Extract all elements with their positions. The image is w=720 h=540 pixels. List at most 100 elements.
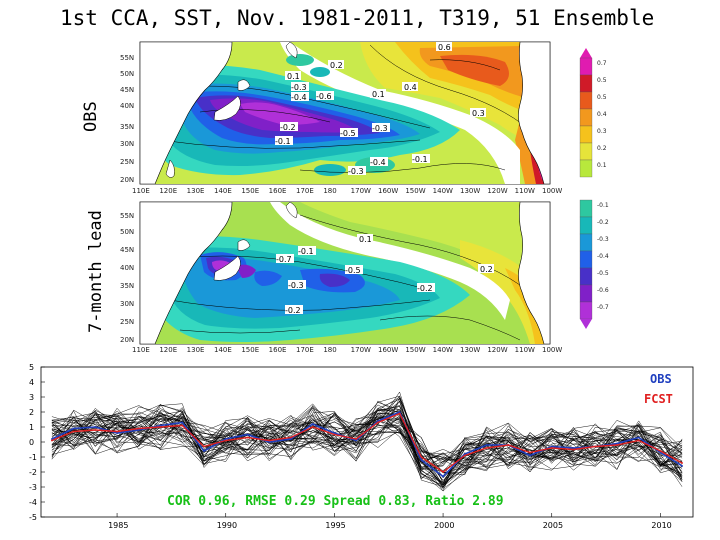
fcst-point <box>50 439 53 442</box>
lon-label: 120E <box>159 346 177 354</box>
obs-contour-label: -0.4 <box>291 93 307 102</box>
forecast-contour-label: -0.7 <box>276 255 292 264</box>
obs-contour-label: -0.2 <box>280 123 296 132</box>
fcst-point <box>224 439 227 442</box>
fcst-point <box>398 412 401 415</box>
forecast-colorbar: -0.1 -0.2 -0.3 -0.4 -0.5 -0.6 -0.7 <box>579 199 609 329</box>
fcst-point <box>507 444 510 446</box>
lat-label: 50N <box>120 228 134 236</box>
obs-contour-label: 0.4 <box>404 83 417 92</box>
y-tick-label: 1 <box>29 423 34 432</box>
obs-lon-labels: 110E 120E 130E 140E 150E 160E 170E 180 170W 160W 1… <box>132 187 562 195</box>
series-lines <box>50 410 684 478</box>
obs-point <box>50 438 53 440</box>
colorbar-arrow <box>580 319 592 329</box>
fcst-point <box>637 439 640 442</box>
fcst-point <box>659 450 662 452</box>
lon-label: 120W <box>487 187 507 195</box>
obs-point <box>94 426 97 428</box>
colorbar-swatch <box>579 91 593 110</box>
obs-contour-label: -0.3 <box>372 124 388 133</box>
lon-label: 100W <box>542 187 562 195</box>
fcst-point <box>159 426 162 428</box>
forecast-map: 0.1 -0.7 -0.1 -0.5 0.2 -0.3 -0.2 -0.2 55… <box>120 199 609 354</box>
obs-point <box>398 411 401 413</box>
fcst-series-line <box>51 412 683 473</box>
colorbar-label: 0.5 <box>597 77 607 84</box>
y-tick-label: -1 <box>29 453 37 462</box>
lon-label: 180 <box>323 346 336 354</box>
obs-point <box>333 432 336 434</box>
obs-contour-label: 0.1 <box>287 72 300 81</box>
forecast-contour-label: -0.2 <box>285 306 301 315</box>
obs-colorbar: 0.7 0.5 0.5 0.4 0.3 0.2 0.1 <box>579 48 607 178</box>
colorbar-swatch <box>579 74 593 93</box>
y-tick-label: 5 <box>29 363 34 372</box>
fcst-point <box>355 438 358 440</box>
lat-label: 25N <box>120 318 134 326</box>
fcst-point <box>72 430 75 433</box>
lon-label: 150W <box>405 187 425 195</box>
x-tick-label: 2005 <box>543 521 563 530</box>
obs-point <box>181 421 184 424</box>
obs-point <box>485 444 488 446</box>
y-tick-label: -2 <box>29 468 37 477</box>
fcst-point <box>94 429 97 431</box>
obs-contour-label: 0.3 <box>472 109 485 118</box>
colorbar-label: -0.7 <box>597 304 609 311</box>
obs-point <box>203 450 205 452</box>
lon-label: 160W <box>378 346 398 354</box>
lon-label: 120E <box>159 187 177 195</box>
obs-point <box>529 454 531 457</box>
ensemble-member-line <box>51 413 683 471</box>
obs-point <box>442 475 444 478</box>
obs-contour-label: -0.1 <box>275 137 291 146</box>
obs-contour-labels: 0.2 0.6 0.1 -0.3 -0.4 -0.6 0.4 0.1 -0.2 … <box>275 42 486 176</box>
fcst-point <box>594 445 597 448</box>
lat-label: 30N <box>120 140 134 148</box>
lon-label: 130E <box>187 187 205 195</box>
fcst-point <box>268 439 271 442</box>
lon-label: 160W <box>378 187 398 195</box>
fcst-point <box>616 444 618 446</box>
lat-label: 20N <box>120 336 134 344</box>
lon-label: 170W <box>351 346 371 354</box>
lon-label: 150E <box>241 187 259 195</box>
ts-axes: -5 -4 -3 -2 -1 0 1 2 3 4 5 1985 1990 1995 2000 2005 2010 <box>29 363 672 530</box>
forecast-contour-label: -0.2 <box>417 284 433 293</box>
x-tick-label: 1995 <box>325 521 345 530</box>
obs-point <box>355 439 358 442</box>
colorbar-label: -0.5 <box>597 270 609 277</box>
lon-label: 130W <box>460 187 480 195</box>
ensemble-member-line <box>51 409 683 480</box>
fcst-point <box>550 447 553 449</box>
colorbar-label: 0.7 <box>597 60 607 67</box>
colorbar-label: 0.5 <box>597 94 607 101</box>
obs-point <box>572 447 575 449</box>
obs-point <box>116 432 118 434</box>
fcst-point <box>485 447 488 449</box>
y-tick-label: 0 <box>29 438 34 447</box>
lon-label: 100W <box>542 346 562 354</box>
x-tick-label: 2000 <box>434 521 454 530</box>
fcst-point <box>572 448 575 451</box>
fcst-point <box>463 454 466 457</box>
obs-contour-label: -0.6 <box>316 92 332 101</box>
forecast-contour-label: -0.3 <box>288 281 304 290</box>
obs-contour-label: -0.4 <box>370 158 386 167</box>
colorbar-swatch <box>579 301 593 320</box>
obs-contour-label: -0.3 <box>291 83 307 92</box>
ensemble-member-line <box>51 403 683 483</box>
fcst-point <box>681 462 684 464</box>
lon-label: 130W <box>460 346 480 354</box>
obs-point <box>637 436 640 439</box>
lon-label: 110W <box>515 346 535 354</box>
fcst-point <box>529 451 531 454</box>
legend-fcst: FCST <box>644 392 673 406</box>
obs-point <box>268 441 271 443</box>
lon-label: 140W <box>433 187 453 195</box>
obs-contour-label: -0.3 <box>348 167 364 176</box>
obs-contour-label: 0.2 <box>330 61 343 70</box>
ensemble-member-line <box>51 411 683 492</box>
